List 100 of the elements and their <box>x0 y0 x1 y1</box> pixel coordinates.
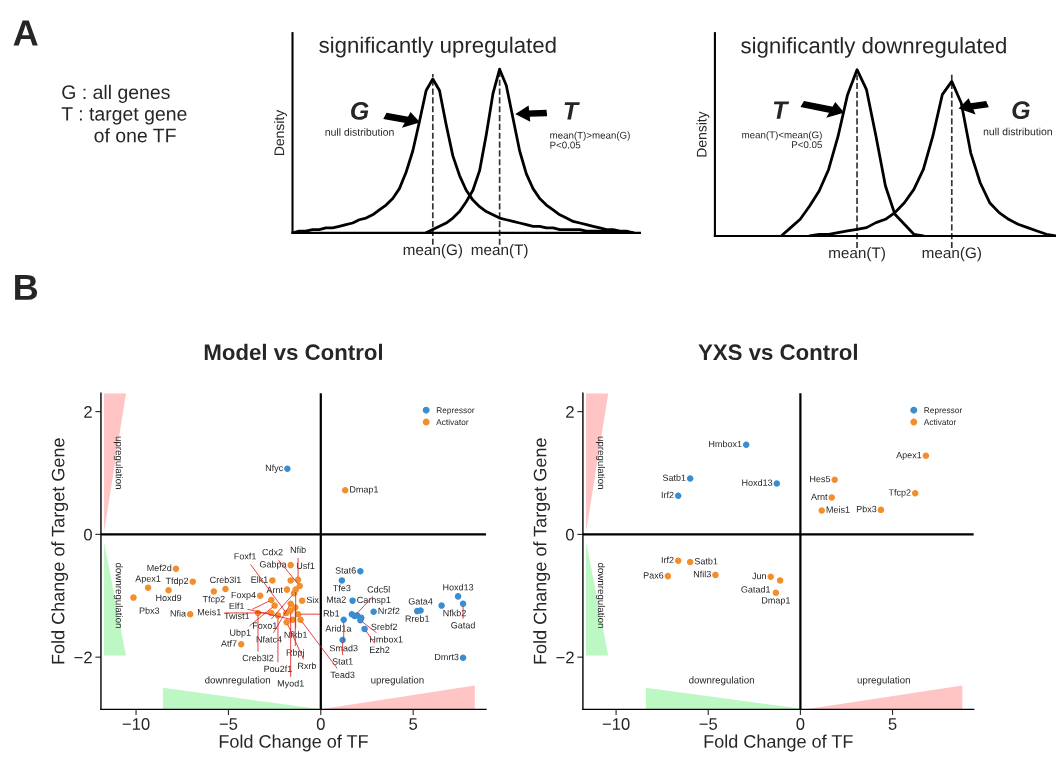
y-tick-label: −2 <box>556 651 574 664</box>
y-tick-label: 2 <box>84 406 92 418</box>
annotation: null distribution <box>983 127 1052 136</box>
annotation: Dmap1 <box>762 597 790 606</box>
text: G : all genes T : target gene of one TF <box>61 84 187 143</box>
annotation: Hmbox1 <box>709 440 742 448</box>
annotation: Nfia <box>170 609 187 617</box>
y-axis-title: Density <box>696 111 710 157</box>
annotation: Irf2 <box>661 491 674 499</box>
y-tick-label: 0 <box>84 528 92 541</box>
annotation: Hes5 <box>810 475 831 483</box>
annotation: Hmbox1 <box>370 635 403 643</box>
annotation: Foxp4 <box>231 591 256 600</box>
annotation: null distribution <box>325 128 394 136</box>
annotation: downregulation <box>113 562 123 628</box>
x-tick-label: −5 <box>699 718 718 730</box>
annotation: Hoxd9 <box>156 594 182 602</box>
annotation: upregulation <box>857 676 910 686</box>
annotation: Mta2 <box>326 596 346 603</box>
annotation: mean(T)>mean(G) P<0.05 <box>550 131 630 149</box>
annotation: Arnt <box>811 493 828 500</box>
annotation: downregulation <box>595 562 606 628</box>
legend-label: Activator <box>436 418 469 426</box>
annotation: Nfatc4 <box>256 635 282 643</box>
x-tick-label: 0 <box>796 718 805 730</box>
annotation: Nfkb2 <box>443 609 466 617</box>
annotation: Dmap1 <box>350 486 379 495</box>
annotation: Gatad <box>451 621 475 629</box>
annotation: Nfyc <box>265 464 283 473</box>
y-tick-label: 2 <box>566 406 574 418</box>
x-tick-label: 5 <box>888 718 897 730</box>
annotation: upregulation <box>595 436 606 489</box>
annotation: Myod1 <box>277 679 304 689</box>
annotation: upregulation <box>113 436 123 489</box>
annotation: Irf2 <box>661 556 674 564</box>
annotation: Elk1 <box>251 576 268 583</box>
y-tick-label: −2 <box>74 651 92 664</box>
annotation: Pbx3 <box>139 607 160 614</box>
x-tick-label: −5 <box>219 718 238 730</box>
chart-title: significantly downregulated <box>741 37 1006 58</box>
annotation: Arnt <box>266 586 283 594</box>
x-tick-label: mean(G) <box>922 247 981 262</box>
annotation: Foxo1 <box>253 622 277 629</box>
annotation: Meis1 <box>197 608 221 616</box>
x-tick-label: mean(T) <box>471 243 528 259</box>
annotation: Usf1 <box>296 562 315 570</box>
annotation: Foxf1 <box>234 552 256 560</box>
annotation: Gabpa <box>259 560 287 570</box>
annotation: Hoxd13 <box>742 479 773 486</box>
legend-label: Repressor <box>436 407 475 415</box>
annotation: Rxrb <box>298 662 317 670</box>
annotation: Tfe3 <box>333 584 351 592</box>
x-tick-label: 0 <box>316 718 325 730</box>
annotation: Atf7 <box>220 640 237 647</box>
annotation: Meis1 <box>826 506 850 513</box>
annotation: Rreb1 <box>405 615 430 622</box>
y-axis-title: Fold Change of Target Gene <box>533 438 551 664</box>
annotation: Gatad1 <box>741 585 771 593</box>
annotation: Dmrt3 <box>435 653 459 661</box>
legend-label: Repressor <box>924 407 963 415</box>
text: B <box>15 275 38 300</box>
annotation: downregulation <box>689 676 754 686</box>
annotation: Six <box>306 596 319 604</box>
annotation: Elf1 <box>229 602 244 610</box>
annotation: T <box>773 101 790 119</box>
annotation: mean(T)<mean(G) P<0.05 <box>742 131 822 149</box>
annotation: Apex1 <box>135 575 161 584</box>
annotation: G <box>1012 101 1030 119</box>
annotation: Tfdp2 <box>165 577 189 586</box>
annotation: G <box>351 102 369 120</box>
text: A <box>13 20 38 46</box>
annotation: Satb1 <box>694 557 718 565</box>
annotation: Hoxd13 <box>443 583 474 591</box>
x-tick-label: 5 <box>409 718 418 730</box>
x-axis-title: Fold Change of TF <box>219 734 368 752</box>
annotation: Creb3l1 <box>210 576 241 584</box>
x-tick-label: −10 <box>122 718 150 730</box>
annotation: Satb1 <box>662 474 686 481</box>
annotation: Nfil3 <box>693 570 711 578</box>
chart-title: YXS vs Control <box>698 343 857 361</box>
annotation: Cdc5l <box>367 585 390 593</box>
annotation: Pax6 <box>643 572 664 579</box>
annotation: Twist1 <box>224 612 250 620</box>
annotation: Stat1 <box>332 658 353 665</box>
annotation: Mef2d <box>147 564 172 572</box>
annotation: Nr2f2 <box>378 607 400 615</box>
annotation: Ubp1 <box>230 629 251 638</box>
annotation: T <box>564 102 580 120</box>
legend-label: Activator <box>923 418 957 426</box>
annotation: upregulation <box>371 676 424 686</box>
annotation: Stat6 <box>335 567 356 574</box>
annotation: Ezh2 <box>370 646 390 653</box>
annotation: downregulation <box>205 676 270 686</box>
x-tick-label: mean(G) <box>403 243 463 259</box>
annotation: Tfcp2 <box>202 595 225 605</box>
annotation: Gata4 <box>408 598 433 605</box>
annotation: Nfib <box>290 546 306 554</box>
annotation: Rb1 <box>323 609 340 617</box>
annotation: Jun <box>752 572 766 580</box>
annotation: Cdx2 <box>262 548 283 556</box>
